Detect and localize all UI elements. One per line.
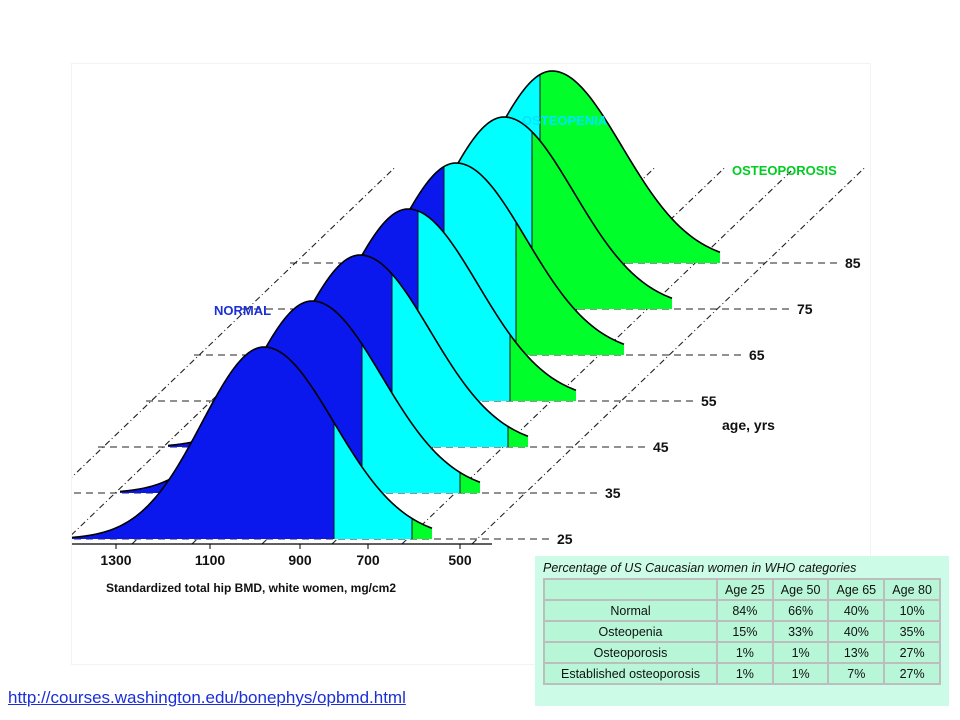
osteopenia-region (392, 274, 508, 447)
who-categories-table: Age 25 Age 50 Age 65 Age 80 Normal 84% 6… (543, 578, 941, 685)
age-tick-label: 35 (605, 485, 621, 501)
table-cell: 40% (829, 601, 884, 620)
table-cell: 84% (718, 601, 772, 620)
source-link[interactable]: http://courses.washington.edu/bonephys/o… (8, 688, 406, 707)
table-cell: 27% (885, 664, 939, 683)
table-cell: 1% (773, 643, 828, 662)
x-tick-label: 1100 (195, 552, 226, 568)
age-tick-label: 25 (557, 531, 573, 547)
x-tick-label: 1300 (100, 552, 131, 568)
table-cell: 1% (773, 664, 828, 683)
who-table-title: Percentage of US Caucasian women in WHO … (543, 561, 857, 575)
table-header-cell: Age 80 (885, 580, 939, 599)
osteoporosis-region (460, 472, 480, 493)
osteoporosis-region (532, 131, 672, 309)
table-cell: 7% (829, 664, 884, 683)
who-categories-panel: Percentage of US Caucasian women in WHO … (535, 556, 949, 706)
normal-region (72, 347, 334, 539)
x-tick-label: 500 (448, 552, 472, 568)
osteoporosis-region (508, 426, 528, 447)
age-tick-label: 45 (653, 439, 669, 455)
x-tick-label: 700 (356, 552, 380, 568)
age-tick-label: 55 (701, 393, 717, 409)
table-cell: 27% (885, 643, 939, 662)
osteoporosis-region (516, 222, 624, 355)
table-header-cell: Age 65 (829, 580, 884, 599)
table-cell: 40% (829, 622, 884, 641)
bmd-ridge-chart: 85 75 65 55 45 35 25 1300 1100 900 700 500 NORMAL … (72, 64, 870, 664)
table-header-cell: Age 25 (718, 580, 772, 599)
age-tick-label: 85 (845, 255, 861, 271)
age-layer-25: 25 (72, 346, 573, 547)
table-cell: 66% (773, 601, 828, 620)
row-label: Normal (545, 601, 716, 620)
osteopenia-region (334, 422, 412, 539)
age-tick-label: 65 (749, 347, 765, 363)
table-cell: 10% (885, 601, 939, 620)
table-row: Normal 84% 66% 40% 10% (545, 601, 939, 620)
table-row: Osteopenia 15% 33% 40% 35% (545, 622, 939, 641)
table-cell: 15% (718, 622, 772, 641)
table-row: Established osteoporosis 1% 1% 7% 27% (545, 664, 939, 683)
table-cell: 1% (718, 643, 772, 662)
osteopenia-category-label: OSTEOPENIA (522, 113, 608, 128)
table-header-row: Age 25 Age 50 Age 65 Age 80 (545, 580, 939, 599)
table-header-cell: Age 50 (773, 580, 828, 599)
table-cell: 35% (885, 622, 939, 641)
x-tick-label: 900 (288, 552, 312, 568)
osteoporosis-region (510, 334, 576, 401)
x-axis-title: Standardized total hip BMD, white women,… (106, 581, 396, 595)
osteopenia-region (362, 344, 460, 493)
table-corner-cell (545, 580, 716, 599)
osteoporosis-category-label: OSTEOPOROSIS (732, 163, 837, 178)
density-curve-outline (72, 346, 433, 539)
row-label: Established osteoporosis (545, 664, 716, 683)
table-cell: 1% (718, 664, 772, 683)
row-label: Osteopenia (545, 622, 716, 641)
table-cell: 33% (773, 622, 828, 641)
table-row: Osteoporosis 1% 1% 13% 27% (545, 643, 939, 662)
osteoporosis-region (412, 518, 432, 539)
age-axis-label: age, yrs (722, 417, 775, 433)
age-tick-label: 75 (797, 301, 813, 317)
row-label: Osteoporosis (545, 643, 716, 662)
table-cell: 13% (829, 643, 884, 662)
normal-category-label: NORMAL (214, 303, 271, 318)
